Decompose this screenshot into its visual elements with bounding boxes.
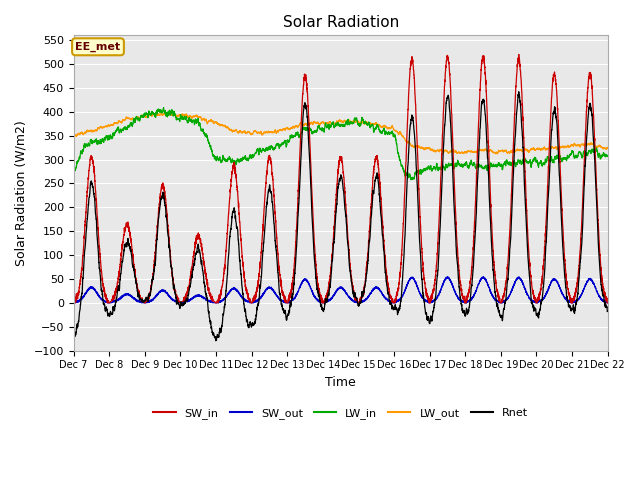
LW_out [604,144,611,150]
LW_out [321,121,328,127]
LW_in [604,153,612,159]
SW_in [515,51,523,57]
SW_out [431,297,438,302]
SW_in [70,300,77,306]
LW_in [70,170,77,176]
SW_out [491,296,499,301]
LW_in [461,161,468,167]
SW_out [321,299,328,304]
Y-axis label: Solar Radiation (W/m2): Solar Radiation (W/m2) [15,120,28,266]
Line: LW_in: LW_in [74,108,608,180]
LW_in [321,125,328,131]
Rnet [460,310,468,315]
Rnet [321,303,328,309]
LW_out [431,148,438,154]
LW_out [166,110,174,116]
Legend: SW_in, SW_out, LW_in, LW_out, Rnet: SW_in, SW_out, LW_in, LW_out, Rnet [149,404,532,423]
LW_out [460,150,468,156]
LW_in [604,154,611,159]
SW_out [444,274,451,280]
Rnet [212,338,220,344]
LW_out [493,151,501,157]
Rnet [166,246,173,252]
Line: Rnet: Rnet [74,92,608,341]
Rnet [431,301,438,307]
Line: SW_in: SW_in [74,54,608,303]
SW_in [604,300,612,306]
LW_out [604,145,612,151]
LW_out [491,150,499,156]
Rnet [70,318,77,324]
SW_out [166,294,173,300]
Rnet [604,308,612,314]
Rnet [604,308,611,314]
SW_in [460,297,468,302]
X-axis label: Time: Time [325,376,356,389]
SW_in [431,280,438,286]
Line: SW_out: SW_out [74,277,608,303]
LW_in [431,166,438,171]
LW_out [166,111,173,117]
SW_in [321,297,328,302]
LW_in [160,105,168,110]
Rnet [515,89,523,95]
LW_in [407,177,415,182]
Rnet [491,285,499,291]
LW_in [491,163,499,168]
SW_out [604,300,612,306]
Text: EE_met: EE_met [76,42,120,52]
LW_in [166,108,173,114]
SW_out [460,299,468,305]
SW_in [491,266,499,272]
SW_in [166,243,173,249]
SW_out [604,300,611,306]
SW_in [604,300,611,306]
Line: LW_out: LW_out [74,113,608,154]
Title: Solar Radiation: Solar Radiation [282,15,399,30]
LW_out [70,133,77,139]
SW_out [70,300,77,306]
